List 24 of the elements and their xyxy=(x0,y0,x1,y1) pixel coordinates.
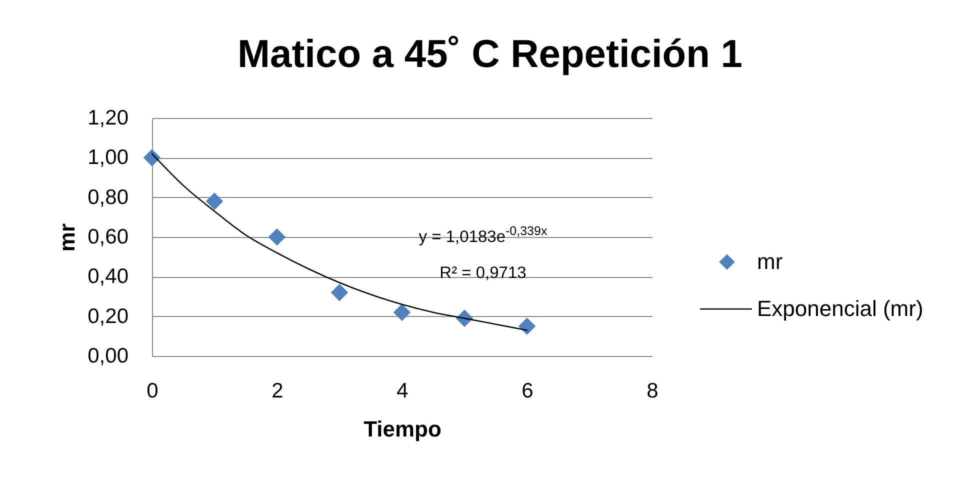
x-tick-label: 6 xyxy=(522,380,534,402)
point xyxy=(518,318,536,335)
x-tick-label: 8 xyxy=(646,380,658,402)
annotation: R² = 0,9713 xyxy=(440,264,526,282)
x-tick-label: 0 xyxy=(146,380,158,402)
y-tick-label: 0,40 xyxy=(88,265,128,288)
point xyxy=(330,284,348,302)
point xyxy=(206,192,224,210)
legend-label: Exponencial (mr) xyxy=(757,296,924,321)
y-tick-label: 1,20 xyxy=(88,106,128,130)
legend-label: mr xyxy=(757,249,783,274)
point xyxy=(268,228,286,246)
x-axis-title: Tiempo xyxy=(364,416,442,442)
y-axis-title: mr xyxy=(54,223,80,252)
y-tick-label: 1,00 xyxy=(88,146,128,170)
x-tick-label: 2 xyxy=(272,380,284,402)
y-tick-label: 0,80 xyxy=(88,186,128,209)
chart-title: Matico a 45˚ C Repetición 1 xyxy=(238,33,742,76)
x-tick-label: 4 xyxy=(396,380,409,402)
y-tick-label: 0,60 xyxy=(88,226,128,248)
point xyxy=(393,304,411,322)
y-tick-label: 0,00 xyxy=(88,344,128,368)
annotation: y = 1,0183e$^{-0,339x}$ xyxy=(418,224,548,246)
y-tick-label: 0,20 xyxy=(88,304,128,328)
